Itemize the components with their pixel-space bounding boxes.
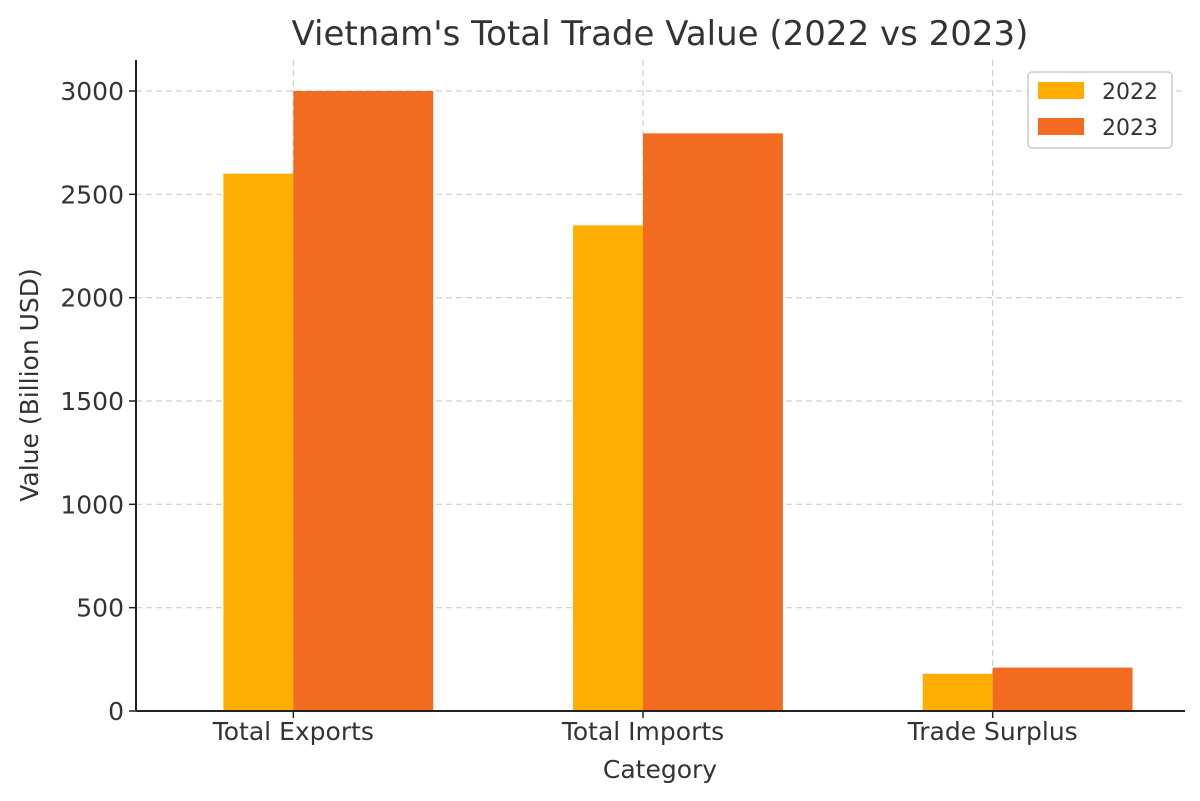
x-tick-label: Total Exports <box>212 717 374 746</box>
legend-label-2023: 2023 <box>1102 116 1158 141</box>
y-tick-label: 2000 <box>60 284 124 313</box>
x-tick-label: Trade Surplus <box>907 717 1078 746</box>
bar-2023-total-imports <box>643 133 783 711</box>
y-axis-label: Value (Billion USD) <box>15 268 44 502</box>
axes-layer <box>135 60 1185 712</box>
bar-2022-trade-surplus <box>922 673 993 711</box>
legend-swatch-2022 <box>1038 82 1084 99</box>
x-axis-label: Category <box>603 755 717 784</box>
legend-swatch-2023 <box>1038 118 1084 135</box>
y-tick-label: 1000 <box>60 490 124 519</box>
legend-label-2022: 2022 <box>1102 80 1158 105</box>
x-ticks: Total Exports Total Imports Trade Surplus <box>212 711 1078 746</box>
chart-title: Vietnam's Total Trade Value (2022 vs 202… <box>292 14 1029 54</box>
bar-2023-trade-surplus <box>992 667 1133 711</box>
y-ticks: 0 500 1000 1500 2000 2500 3000 <box>60 77 136 726</box>
y-tick-label: 2500 <box>60 180 124 209</box>
y-tick-label: 3000 <box>60 77 124 106</box>
x-tick-label: Total Imports <box>561 717 724 746</box>
y-tick-label: 1500 <box>60 387 124 416</box>
bar-2022-total-exports <box>223 173 294 711</box>
legend: 2022 2023 <box>1027 71 1173 149</box>
bar-2023-total-exports <box>293 91 434 711</box>
y-tick-label: 500 <box>76 594 124 623</box>
y-tick-label: 0 <box>108 697 124 726</box>
bar-2022-total-imports <box>573 225 644 712</box>
bars-layer <box>223 91 1133 712</box>
